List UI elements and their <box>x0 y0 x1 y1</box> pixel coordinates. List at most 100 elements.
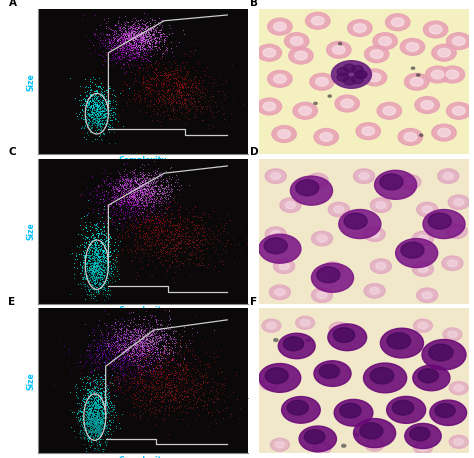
Point <box>158 390 166 398</box>
Point <box>82 404 90 412</box>
Point <box>100 103 108 110</box>
Point <box>84 120 91 127</box>
Point <box>150 171 158 179</box>
Point <box>83 259 91 267</box>
Point <box>183 365 191 372</box>
Point <box>208 82 216 90</box>
Point <box>128 192 136 200</box>
Point <box>105 350 112 358</box>
Point <box>100 405 108 412</box>
Point <box>119 37 127 44</box>
Point <box>78 412 85 420</box>
Point <box>152 339 160 346</box>
Point <box>135 181 142 188</box>
Point <box>81 414 88 421</box>
Point <box>96 258 103 265</box>
Point <box>92 111 100 118</box>
Point <box>134 354 142 361</box>
Point <box>91 121 99 128</box>
Point <box>93 275 100 282</box>
Point <box>137 33 144 40</box>
Point <box>134 338 141 345</box>
Point <box>138 349 146 356</box>
Point <box>81 212 88 219</box>
Circle shape <box>271 173 281 180</box>
Point <box>84 393 92 400</box>
Point <box>132 38 140 45</box>
Point <box>101 112 109 120</box>
Point <box>108 403 115 410</box>
Point <box>109 33 117 40</box>
Point <box>98 400 106 407</box>
Point <box>100 263 108 271</box>
Point <box>131 172 139 179</box>
Point <box>108 184 116 191</box>
Point <box>146 190 154 197</box>
Point <box>187 97 195 104</box>
Point <box>134 186 142 194</box>
Point <box>99 108 107 115</box>
Point <box>109 109 117 116</box>
Point <box>142 335 149 343</box>
Point <box>88 273 96 280</box>
Point <box>99 99 106 107</box>
Point <box>170 233 177 240</box>
Point <box>208 412 216 419</box>
Point <box>146 23 154 31</box>
Point <box>116 44 124 52</box>
Point <box>116 36 123 43</box>
Point <box>109 31 117 38</box>
Point <box>91 431 99 438</box>
Point <box>128 33 136 41</box>
Point <box>101 240 109 247</box>
Point <box>70 409 78 416</box>
Point <box>129 182 137 190</box>
Point <box>88 402 95 409</box>
Point <box>117 37 124 44</box>
Point <box>121 191 129 198</box>
Point <box>150 100 158 107</box>
Point <box>90 119 98 126</box>
Point <box>130 41 138 48</box>
Point <box>146 398 154 406</box>
Point <box>133 239 141 246</box>
Point <box>145 363 152 371</box>
Point <box>214 371 222 378</box>
Point <box>126 326 134 333</box>
Point <box>133 37 141 44</box>
Point <box>170 245 178 252</box>
Point <box>148 217 156 224</box>
Point <box>154 189 161 196</box>
Circle shape <box>319 365 339 378</box>
Point <box>155 236 163 244</box>
Point <box>206 234 213 241</box>
Point <box>89 105 96 113</box>
Point <box>146 366 154 373</box>
Point <box>151 16 158 23</box>
Point <box>104 102 111 109</box>
Point <box>124 60 132 67</box>
Point <box>88 267 95 274</box>
Point <box>129 360 137 367</box>
Point <box>94 349 102 356</box>
Point <box>213 395 220 403</box>
Point <box>149 325 157 333</box>
Point <box>93 114 100 121</box>
Point <box>202 91 210 98</box>
Point <box>93 433 100 440</box>
Point <box>122 44 130 52</box>
Point <box>167 38 174 46</box>
Point <box>135 180 143 187</box>
Point <box>196 263 203 270</box>
Point <box>111 37 118 44</box>
Point <box>156 333 164 341</box>
Point <box>136 98 143 106</box>
Point <box>148 185 156 192</box>
Point <box>96 273 104 280</box>
Point <box>157 226 165 234</box>
Point <box>97 389 104 396</box>
Point <box>113 189 121 196</box>
Point <box>162 350 170 357</box>
Point <box>96 121 103 129</box>
Point <box>100 253 108 261</box>
